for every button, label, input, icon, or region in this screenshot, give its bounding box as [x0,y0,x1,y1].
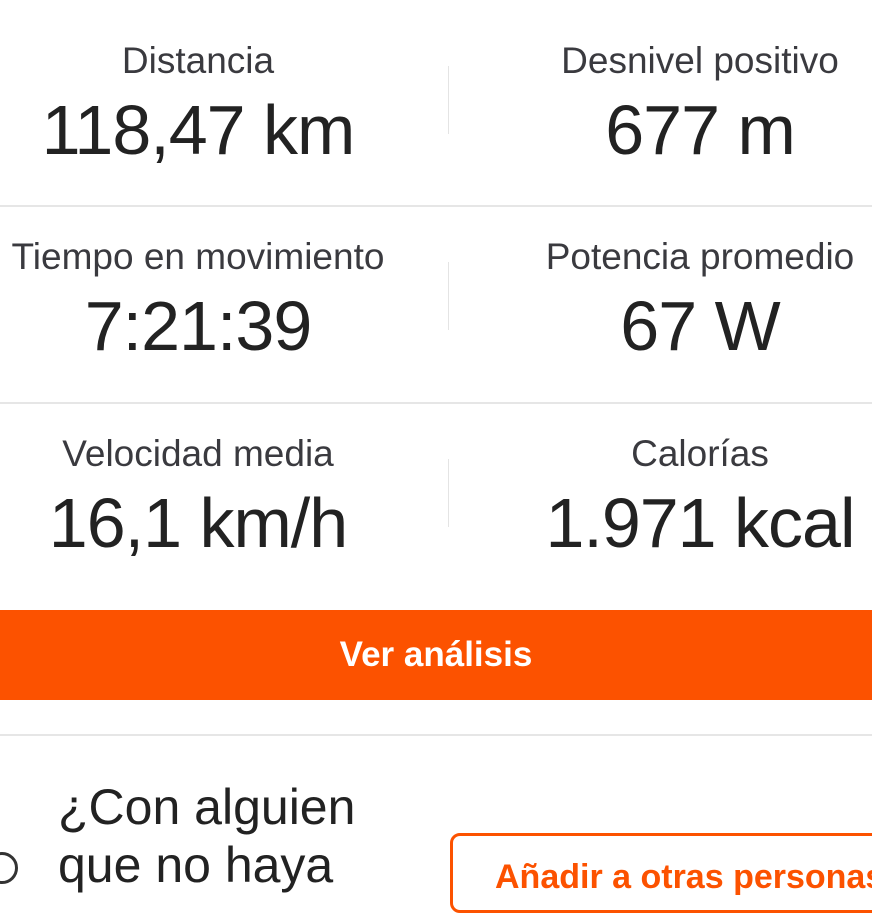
stat-distance: Distancia 118,47 km [0,0,498,170]
stat-label: Velocidad media [62,433,334,474]
stats-row-3: Velocidad media 16,1 km/h Calorías 1.971… [0,393,872,589]
stat-value: 1.971 kcal [545,484,855,562]
divider [0,734,872,736]
stat-avg-power: Potencia promedio 67 W [400,196,872,366]
invite-question-line1: ¿Con alguien [58,779,356,835]
stats-row-2: Tiempo en movimiento 7:21:39 Potencia pr… [0,196,872,392]
divider [448,66,449,134]
stat-value: 677 m [605,91,796,169]
invite-question: ¿Con alguien que no haya [58,778,355,894]
person-add-icon [0,852,18,884]
invite-question-line2: que no haya [58,837,334,893]
divider [0,402,872,404]
stat-value: 67 W [620,287,780,365]
stat-label: Distancia [121,40,275,81]
stat-value: 118,47 km [41,91,356,169]
divider [448,262,449,330]
stat-label: Calorías [631,433,769,474]
stat-label: Potencia promedio [545,236,855,277]
stat-value: 16,1 km/h [48,484,348,562]
view-analysis-button[interactable]: Ver análisis [0,610,872,700]
stat-calories: Calorías 1.971 kcal [400,393,872,563]
divider [0,205,872,207]
stat-avg-speed: Velocidad media 16,1 km/h [0,393,498,563]
divider [448,459,449,527]
add-others-button[interactable]: Añadir a otras personas [450,833,872,913]
stat-moving-time: Tiempo en movimiento 7:21:39 [0,196,498,366]
stats-row-1: Distancia 118,47 km Desnivel positivo 67… [0,0,872,196]
stat-value: 7:21:39 [84,287,313,365]
stat-elevation: Desnivel positivo 677 m [400,0,872,170]
stat-label: Tiempo en movimiento [11,236,385,277]
stat-label: Desnivel positivo [561,40,839,81]
